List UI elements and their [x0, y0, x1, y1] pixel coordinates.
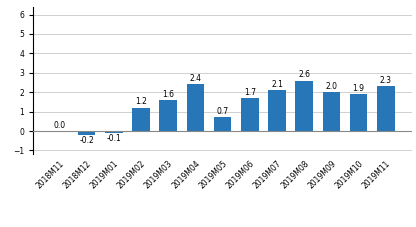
Bar — [132, 108, 150, 131]
Text: 2.3: 2.3 — [380, 76, 392, 85]
Bar — [295, 81, 313, 131]
Bar — [377, 86, 395, 131]
Bar — [105, 131, 123, 133]
Text: -0.2: -0.2 — [79, 136, 94, 145]
Text: 2.6: 2.6 — [298, 70, 310, 79]
Text: -0.1: -0.1 — [106, 134, 121, 143]
Text: 0.7: 0.7 — [216, 107, 229, 116]
Bar — [214, 118, 231, 131]
Bar — [186, 84, 204, 131]
Text: 0.0: 0.0 — [53, 121, 65, 130]
Text: 1.2: 1.2 — [135, 97, 147, 106]
Text: 2.1: 2.1 — [271, 80, 283, 89]
Text: 1.7: 1.7 — [244, 88, 256, 97]
Bar — [322, 92, 340, 131]
Text: 2.0: 2.0 — [325, 82, 337, 91]
Bar — [350, 94, 367, 131]
Bar — [268, 90, 286, 131]
Text: 1.6: 1.6 — [162, 90, 174, 99]
Bar — [159, 100, 177, 131]
Bar — [241, 98, 259, 131]
Bar — [78, 131, 95, 135]
Text: 2.4: 2.4 — [189, 74, 201, 83]
Text: 1.9: 1.9 — [353, 84, 364, 93]
